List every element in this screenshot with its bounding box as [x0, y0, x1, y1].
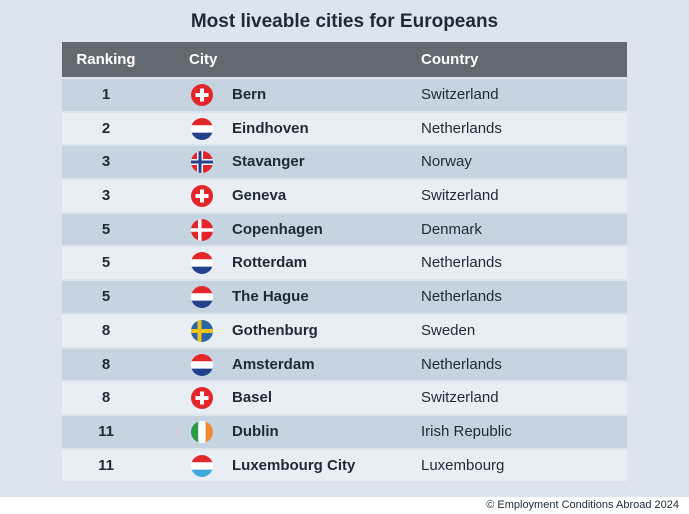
table-row: 5 Copenhagen Denmark [62, 213, 627, 246]
city-cell: Eindhoven [232, 119, 309, 137]
table-body: 1 Bern Switzerland 2 Eindhoven Netherlands 3 St… [62, 79, 627, 482]
country-cell: Netherlands [421, 254, 502, 272]
ranking-cell: 8 [101, 321, 111, 339]
ranking-cell: 3 [101, 187, 111, 205]
netherlands-flag-icon [191, 286, 213, 309]
switzerland-flag-icon [191, 387, 213, 410]
table-row: 8 Basel Switzerland [62, 382, 627, 414]
city-cell: Stavanger [232, 153, 305, 171]
header-country: Country [421, 51, 479, 68]
table-row: 3 Geneva Switzerland [62, 180, 627, 212]
city-cell: Copenhagen [232, 220, 323, 238]
ranking-cell: 11 [98, 456, 114, 474]
switzerland-flag-icon [191, 185, 213, 208]
table-row: 8 Amsterdam Netherlands [62, 348, 627, 381]
footer: © Employment Conditions Abroad 2024 [0, 497, 689, 514]
copyright-credit: © Employment Conditions Abroad 2024 [486, 499, 679, 511]
city-cell: Dublin [232, 422, 279, 440]
city-cell: Rotterdam [232, 254, 308, 272]
table-row: 3 Stavanger Norway [62, 146, 627, 179]
table-row: 5 Rotterdam Netherlands [62, 247, 627, 280]
ranking-cell: 8 [101, 389, 111, 407]
header-ranking: Ranking [76, 51, 136, 68]
ranking-cell: 2 [101, 119, 111, 137]
denmark-flag-icon [191, 218, 213, 241]
netherlands-flag-icon [191, 252, 213, 275]
country-cell: Luxembourg [421, 456, 505, 474]
netherlands-flag-icon [191, 117, 213, 140]
city-cell: Basel [232, 389, 273, 407]
table-row: 5 The Hague Netherlands [62, 281, 627, 313]
switzerland-flag-icon [191, 84, 213, 106]
city-cell: Gothenburg [232, 321, 318, 339]
table-row: 11 Dublin Irish Republic [62, 415, 627, 448]
ranking-cell: 3 [101, 153, 111, 171]
ranking-cell: 8 [101, 355, 111, 373]
table-row: 8 Gothenburg Sweden [62, 314, 627, 347]
page-title: Most liveable cities for Europeans [190, 11, 499, 32]
country-cell: Switzerland [421, 187, 499, 205]
city-cell: Bern [232, 86, 267, 103]
country-cell: Irish Republic [421, 422, 512, 440]
table-header: Ranking City Country [62, 42, 627, 77]
sweden-flag-icon [191, 319, 213, 342]
country-cell: Denmark [421, 220, 482, 238]
ranking-cell: 11 [98, 422, 114, 440]
city-cell: Amsterdam [232, 355, 315, 373]
ranking-cell: 1 [101, 86, 111, 103]
netherlands-flag-icon [191, 353, 213, 376]
city-cell: The Hague [232, 288, 309, 306]
city-cell: Geneva [232, 187, 287, 205]
country-cell: Netherlands [421, 355, 502, 373]
ranking-cell: 5 [101, 220, 111, 238]
table-row: 2 Eindhoven Netherlands [62, 112, 627, 145]
country-cell: Netherlands [421, 288, 502, 306]
country-cell: Switzerland [421, 86, 499, 103]
table-row: 1 Bern Switzerland [62, 79, 627, 111]
table-row: 11 Luxembourg City Luxembourg [62, 449, 627, 482]
ireland-flag-icon [191, 420, 213, 443]
ranking-cell: 5 [101, 254, 111, 272]
city-cell: Luxembourg City [232, 456, 356, 474]
country-cell: Sweden [421, 321, 476, 339]
ranking-table: Ranking City Country 1 Bern Switzerland 2 Ei… [62, 42, 627, 482]
header-city: City [189, 51, 218, 68]
luxembourg-flag-icon [191, 454, 213, 477]
country-cell: Netherlands [421, 119, 502, 137]
country-cell: Switzerland [421, 389, 499, 407]
ranking-cell: 5 [101, 288, 111, 306]
norway-flag-icon [191, 151, 213, 174]
country-cell: Norway [421, 153, 472, 171]
